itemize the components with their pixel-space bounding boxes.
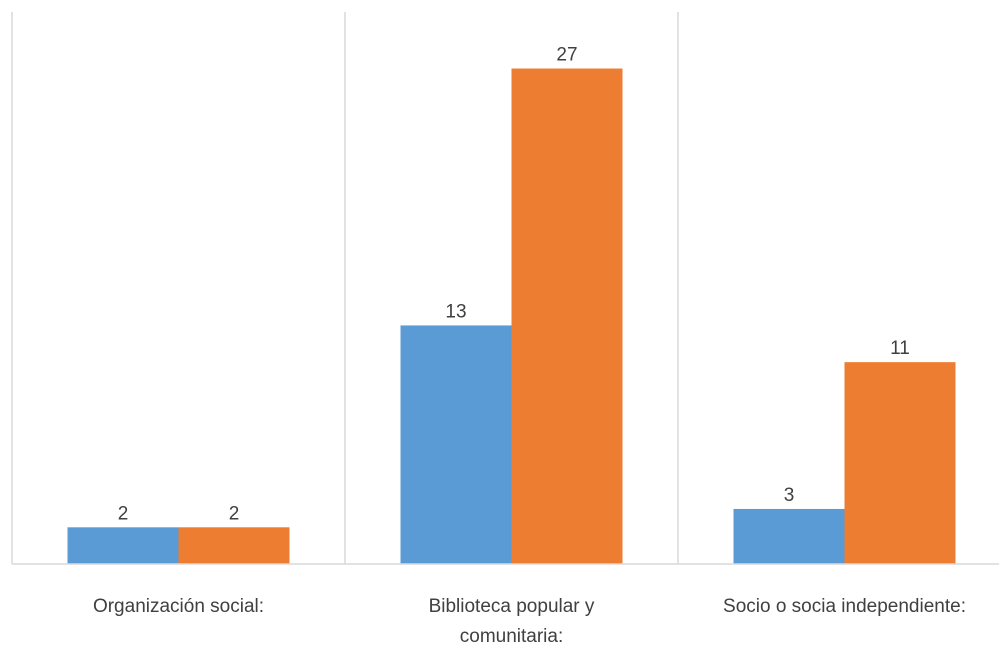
bar-series-2-cat-3 bbox=[844, 362, 956, 564]
bar-series-2-cat-2 bbox=[511, 68, 623, 565]
bar-series-2-cat-1 bbox=[178, 527, 290, 564]
bar-series-1-cat-2 bbox=[400, 325, 512, 564]
category-separators bbox=[11, 12, 679, 564]
data-label: 11 bbox=[890, 338, 910, 359]
data-label: 2 bbox=[118, 503, 129, 524]
category-label-line: Biblioteca popular y bbox=[428, 596, 595, 617]
category-label-line: Socio o socia independiente: bbox=[723, 596, 966, 617]
bar-series-1-cat-3 bbox=[733, 508, 845, 564]
data-label: 2 bbox=[229, 503, 240, 524]
data-label: 27 bbox=[556, 45, 577, 66]
data-label: 3 bbox=[784, 485, 795, 506]
category-label: Socio o socia independiente: bbox=[695, 592, 995, 622]
data-label: 13 bbox=[445, 301, 466, 322]
category-label: Biblioteca popular y comunitaria: bbox=[362, 592, 662, 652]
bars-group bbox=[67, 68, 956, 565]
bar-series-1-cat-1 bbox=[67, 527, 179, 564]
category-label-line: comunitaria: bbox=[459, 626, 564, 647]
category-label-line: Organización social: bbox=[92, 596, 265, 617]
category-label: Organización social: bbox=[29, 592, 329, 622]
data-labels-group: 2 2 13 27 3 11 bbox=[118, 45, 910, 525]
